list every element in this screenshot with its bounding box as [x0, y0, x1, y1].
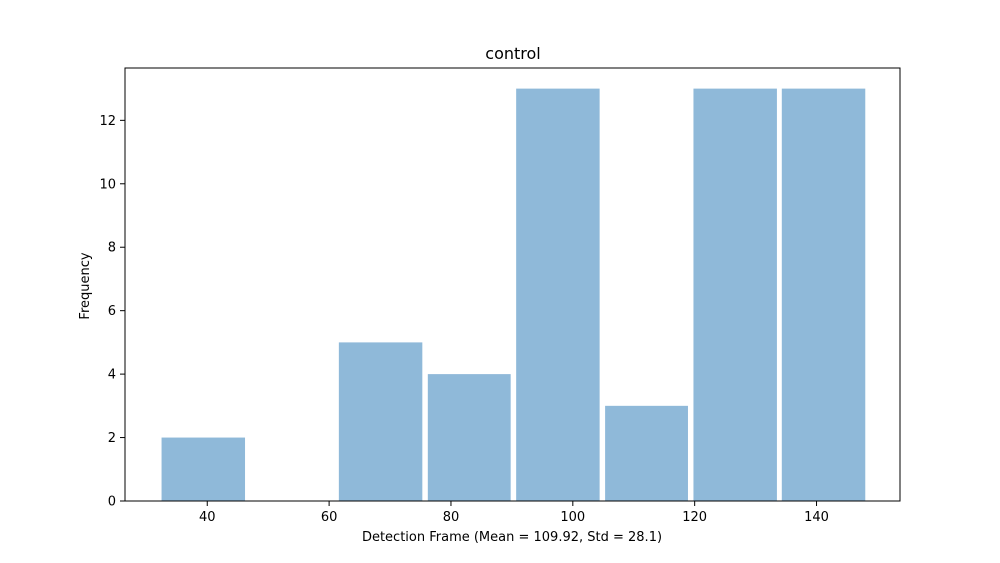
y-tick-label: 0 — [108, 495, 116, 510]
plot-frame — [124, 67, 901, 502]
histogram-bar-2 — [338, 342, 423, 501]
chart-title: control — [485, 44, 540, 63]
bars-group — [161, 88, 866, 501]
histogram-bar-6 — [693, 88, 777, 501]
y-axis-ticks: 0 2 4 6 8 10 12 — [99, 114, 125, 510]
x-tick-label: 100 — [560, 510, 585, 525]
histogram-bar-7 — [781, 88, 866, 501]
histogram-bar-0 — [161, 437, 246, 501]
y-tick-label: 4 — [108, 368, 116, 383]
histogram-bar-5 — [605, 405, 688, 501]
x-axis-ticks: 40 60 80 100 120 140 — [199, 501, 829, 525]
histogram-bar-3 — [427, 374, 511, 501]
x-tick-label: 60 — [321, 510, 338, 525]
x-tick-label: 140 — [804, 510, 829, 525]
x-tick-label: 80 — [443, 510, 460, 525]
x-tick-label: 40 — [199, 510, 216, 525]
y-tick-label: 2 — [108, 431, 116, 446]
y-axis-label: Frequency — [78, 252, 93, 319]
y-tick-label: 10 — [99, 177, 116, 192]
x-axis-label: Detection Frame (Mean = 109.92, Std = 28… — [362, 530, 662, 545]
y-tick-label: 12 — [99, 114, 116, 129]
y-tick-label: 6 — [108, 304, 116, 319]
y-tick-label: 8 — [108, 241, 116, 256]
histogram-bar-4 — [516, 88, 600, 501]
x-tick-label: 120 — [682, 510, 707, 525]
